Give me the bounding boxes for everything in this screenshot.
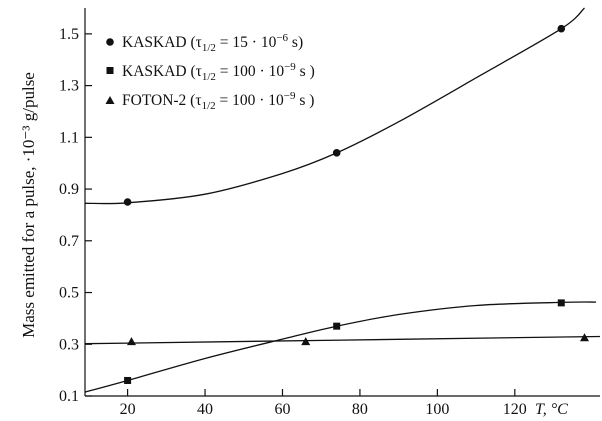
legend-square-marker — [106, 67, 114, 74]
y-axis-label: Mass emitted for a pulse, ·10⁻³ g/pulse — [19, 72, 38, 338]
legend-2-sub: 1/2 — [202, 71, 216, 83]
data-point-triangle — [126, 337, 136, 346]
x-tick-label: 120 — [503, 401, 527, 418]
legend-1-mid: = 15 · 10 — [216, 34, 277, 51]
x-axis-label: T, °C — [535, 401, 568, 418]
data-point-square — [557, 299, 565, 307]
y-tick-label: 1.3 — [59, 78, 79, 95]
x-tick-label: 20 — [120, 401, 136, 418]
y-tick-label: 1.5 — [59, 26, 79, 43]
legend-3-mid: = 100 · 10 — [216, 92, 284, 109]
plot-frame — [84, 8, 600, 397]
legend-2-suffix: s ) — [296, 63, 315, 80]
legend-2-sup: −9 — [284, 61, 296, 73]
legend-circle-marker — [106, 38, 114, 46]
y-tick-label: 0.1 — [59, 388, 79, 405]
data-point-circle — [332, 149, 341, 157]
data-point-circle — [557, 24, 566, 33]
legend-2-prefix: KASKAD (τ — [122, 63, 202, 80]
legend-3-sup: −9 — [284, 90, 296, 102]
y-tick-label: 0.7 — [59, 233, 79, 250]
legend-label-1: KASKAD (τ1/2 = 15 · 10−6 s) — [122, 32, 303, 54]
legend-3-sub: 1/2 — [202, 100, 216, 112]
legend-1-sup: −6 — [276, 32, 288, 44]
legend-triangle-marker — [105, 96, 115, 104]
data-point-square — [333, 322, 341, 330]
legend-item-3: FOTON-2 (τ1/2 = 100 · 10−9 s ) — [105, 90, 314, 112]
fit-curve-series-2 — [84, 301, 597, 393]
legend: KASKAD (τ1/2 = 15 · 10−6 s) KASKAD (τ1/2… — [105, 32, 315, 112]
legend-1-prefix: KASKAD (τ — [122, 34, 202, 51]
legend-item-2: KASKAD (τ1/2 = 100 · 10−9 s ) — [106, 61, 315, 83]
data-point-triangle — [301, 337, 311, 346]
data-markers — [123, 24, 590, 384]
data-point-square — [124, 376, 132, 384]
legend-item-1: KASKAD (τ1/2 = 15 · 10−6 s) — [106, 32, 303, 54]
legend-label-3: FOTON-2 (τ1/2 = 100 · 10−9 s ) — [122, 90, 314, 112]
x-ticks: 20 40 60 80 100 120 — [120, 389, 527, 418]
data-point-triangle — [580, 333, 590, 342]
y-tick-label: 0.9 — [59, 181, 79, 198]
x-tick-label: 80 — [352, 401, 368, 418]
fit-curve-series-3 — [84, 335, 601, 345]
legend-label-2: KASKAD (τ1/2 = 100 · 10−9 s ) — [122, 61, 315, 83]
y-tick-label: 0.5 — [59, 285, 79, 302]
legend-1-sub: 1/2 — [202, 42, 216, 54]
y-ticks: 0.1 0.3 0.5 0.7 0.9 1.1 1.3 1.5 — [59, 26, 92, 405]
x-tick-label: 60 — [274, 401, 290, 418]
x-tick-label: 40 — [197, 401, 213, 418]
y-tick-label: 0.3 — [59, 336, 79, 353]
legend-1-suffix: s) — [288, 34, 303, 51]
y-tick-label: 1.1 — [59, 129, 79, 146]
x-tick-label: 100 — [425, 401, 449, 418]
legend-3-suffix: s ) — [296, 92, 315, 109]
legend-2-mid: = 100 · 10 — [216, 63, 284, 80]
legend-3-prefix: FOTON-2 (τ — [122, 92, 202, 109]
data-point-circle — [123, 198, 132, 206]
